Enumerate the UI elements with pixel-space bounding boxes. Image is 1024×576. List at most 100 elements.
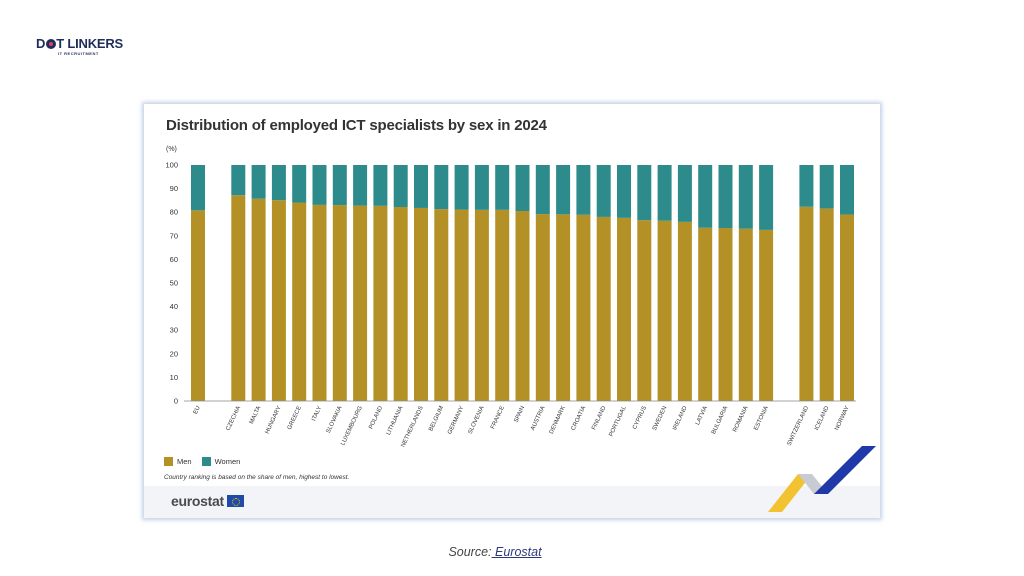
bar-men [738,228,753,401]
bar-women [515,165,530,212]
y-tick-label: 40 [170,302,178,311]
x-tick-label: HUNGARY [265,405,283,435]
y-tick-label: 100 [165,161,178,170]
bar-women [434,165,449,210]
x-tick-label: SLOVAKIA [326,405,344,434]
bar-women [353,165,368,206]
bar-women [738,165,753,229]
x-tick-label: POLAND [368,405,384,431]
y-tick-label: 50 [170,279,178,288]
y-tick-label: 0 [174,397,178,406]
bar-men [373,205,388,401]
bar-men [576,214,591,401]
bar-women [759,165,774,230]
bar-women [414,165,428,208]
bar-men [840,214,854,401]
bar-men [251,198,266,401]
eurostat-logo: eurostat [171,493,244,509]
bar-women [799,165,814,207]
bar-women [657,165,672,221]
bar-women [677,165,692,222]
eurostat-wordmark: eurostat [171,493,224,509]
x-tick-label: AUSTRIA [530,405,546,431]
bar-women [373,165,388,206]
x-tick-label: CZECHIA [226,405,243,431]
bar-women [332,165,347,206]
brand-subtitle: IT RECRUITMENT [58,51,99,56]
x-tick-label: LUXEMBOURG [340,405,364,447]
x-tick-label: MALTA [249,405,263,425]
legend-item-women: Women [201,457,240,466]
bar-men [393,207,408,401]
chart-card: Distribution of employed ICT specialists… [144,104,880,518]
x-tick-label: ITALY [311,405,323,422]
bar-women [617,165,631,218]
x-tick-label: LITHUANIA [386,405,405,436]
x-tick-label: FRANCE [490,405,506,430]
stacked-bar-chart: 0 10 20 30 40 50 60 70 80 90 100 EU CZECHIA MALTA HUNG… [165,161,856,448]
bar-women [535,165,550,215]
chart-legend: Men Women [164,457,240,466]
x-tick-label: ICELAND [814,405,831,432]
bar-men [434,209,449,401]
bar-men [698,227,713,401]
y-tick-label: 60 [170,255,178,264]
bar-men [677,221,692,401]
bar-women [576,165,591,215]
x-tick-label: LATVIA [695,405,709,426]
x-tick-label: NETHERLANDS [400,405,424,448]
bar-men [637,220,652,401]
bar-men [312,204,327,401]
x-tick-label: SWITZERLAND [787,405,811,447]
x-tick-label: GERMANY [447,405,465,435]
x-tick-label: IRELAND [672,405,689,432]
bar-women [819,165,834,209]
x-tick-label: SPAIN [513,405,526,423]
bar-men [454,209,469,401]
x-tick-label: ESTONIA [753,405,770,431]
bar-men [474,209,489,401]
x-tick-label: NORWAY [834,405,851,431]
y-axis-unit: (%) [166,146,177,153]
bar-men [414,207,428,401]
chart-title: Distribution of employed ICT specialists… [166,117,547,134]
y-tick-label: 70 [170,231,178,240]
bar-men [596,216,611,401]
bar-women [191,165,205,211]
bar-women [495,165,510,210]
x-tick-label: PORTUGAL [608,405,628,438]
bar-men [495,209,510,401]
bar-women [637,165,652,221]
legend-label-men: Men [177,457,192,466]
bar-men [535,214,550,401]
x-tick-label: FINLAND [591,405,608,431]
y-tick-label: 10 [170,373,178,382]
legend-item-men: Men [164,457,192,466]
chevron-yellow [768,474,812,512]
bar-women [698,165,713,228]
source-label: Source: [448,545,492,559]
bar-women [292,165,307,203]
legend-swatch-women [201,457,211,466]
y-tick-label: 30 [170,326,178,335]
bar-women [718,165,733,229]
bar-men [759,229,774,401]
bar-men [556,214,571,401]
chevron-blue [814,446,876,494]
x-tick-label: DENMARK [549,405,567,435]
decorative-chevron-icon [768,446,876,512]
bar-men [819,208,834,401]
bar-men [799,206,814,401]
bar-women [393,165,408,208]
x-tick-label: SLOVENIA [468,405,486,435]
source-link[interactable]: Eurostat [491,545,542,559]
chart-footnote: Country ranking is based on the share of… [164,474,350,481]
bar-men [191,210,205,401]
x-tick-label: ROMANIA [732,405,749,433]
x-tick-label: CYPRUS [632,405,648,430]
bar-women [596,165,611,217]
bar-women [454,165,469,210]
bar-women [474,165,489,210]
bar-women [840,165,854,215]
